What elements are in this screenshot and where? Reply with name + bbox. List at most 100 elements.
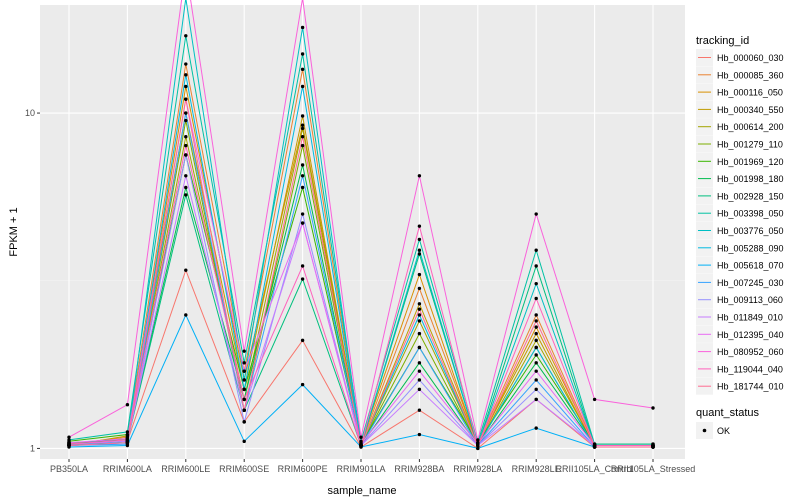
- x-axis: PB350LA RRIM600LA RRIM600LE RRIM600SE RRIM60…: [50, 459, 695, 474]
- x-tick-label: RRIM600LE: [161, 464, 210, 474]
- data-point: [534, 369, 538, 373]
- data-point: [125, 438, 130, 442]
- data-point: [359, 435, 363, 439]
- legend-label: Hb_003776_050: [717, 226, 784, 236]
- data-point: [534, 296, 538, 301]
- x-tick-label: RRIM600PE: [278, 464, 328, 474]
- data-point: [534, 345, 538, 350]
- legend-label: Hb_009113_060: [717, 295, 783, 305]
- data-point: [184, 111, 188, 115]
- data-point: [242, 397, 246, 402]
- data-point: [184, 268, 188, 272]
- data-point: [534, 353, 538, 357]
- legend-label: Hb_001279_110: [717, 140, 783, 150]
- data-point: [300, 264, 305, 268]
- data-point: [417, 345, 422, 350]
- data-point: [359, 443, 363, 448]
- data-point: [417, 307, 422, 311]
- data-point: [125, 403, 130, 407]
- data-point: [67, 443, 71, 448]
- shape-legend-point: [702, 428, 707, 433]
- data-point: [300, 174, 305, 178]
- data-point: [417, 224, 422, 228]
- shape-legend: quant_status OK: [696, 407, 759, 439]
- data-point: [534, 361, 538, 365]
- data-point: [300, 221, 305, 225]
- data-point: [592, 397, 597, 402]
- data-point: [417, 302, 422, 306]
- data-point: [534, 331, 538, 336]
- data-point: [417, 331, 422, 336]
- major-gridlines: [40, 5, 685, 459]
- data-point: [242, 439, 246, 444]
- x-axis-title: sample_name: [327, 485, 396, 497]
- x-tick-label: PB350LA: [50, 464, 88, 474]
- data-point: [300, 338, 305, 343]
- legend-label: Hb_181744_010: [717, 382, 784, 392]
- data-point: [300, 84, 305, 89]
- data-point: [534, 313, 538, 317]
- data-point: [534, 264, 538, 268]
- legend-label: Hb_000116_050: [717, 88, 783, 98]
- data-point: [300, 52, 305, 56]
- y-tick-label: 10: [25, 108, 35, 118]
- legend-label: Hb_000085_360: [717, 70, 784, 80]
- legend-label: Hb_012395_040: [717, 330, 784, 340]
- data-point: [534, 397, 538, 402]
- data-point: [242, 378, 246, 382]
- data-point: [417, 313, 422, 317]
- x-tick-label: RRIM600SE: [219, 464, 269, 474]
- data-point: [300, 135, 305, 139]
- data-point: [417, 378, 422, 382]
- data-point: [534, 212, 538, 216]
- x-tick-label: RRII105LA_Stressed: [611, 464, 696, 474]
- data-point: [300, 143, 305, 148]
- legend-label: Hb_000060_030: [717, 53, 784, 63]
- data-point: [417, 369, 422, 373]
- data-point: [184, 193, 188, 197]
- legend-label: Hb_119044_040: [717, 364, 783, 374]
- data-point: [300, 67, 305, 72]
- data-point: [300, 277, 305, 281]
- x-tick-label: RRII105LA_Control: [556, 464, 634, 474]
- y-tick-label: 1: [30, 443, 35, 453]
- legend-label: Hb_005288_090: [717, 243, 784, 253]
- legend-title: tracking_id: [696, 35, 749, 47]
- data-point: [417, 286, 422, 291]
- data-point: [476, 438, 480, 442]
- data-point: [184, 73, 188, 77]
- data-point: [534, 387, 538, 392]
- legend-label: Hb_007245_030: [717, 278, 784, 288]
- data-point: [300, 212, 305, 216]
- data-point: [184, 174, 188, 178]
- data-point: [300, 114, 305, 118]
- data-point: [184, 84, 188, 89]
- data-point: [125, 441, 130, 445]
- x-tick-label: RRIM901LA: [336, 464, 385, 474]
- x-tick-label: RRIM928BA: [394, 464, 444, 474]
- data-point: [651, 406, 655, 410]
- data-point: [184, 143, 188, 148]
- data-point: [184, 118, 188, 123]
- x-tick-label: RRIM928LA: [453, 464, 502, 474]
- legend-label: Hb_005618_070: [717, 261, 784, 271]
- data-point: [476, 446, 480, 451]
- series-points: [67, 25, 655, 451]
- data-point: [184, 313, 188, 317]
- data-point: [67, 435, 71, 439]
- data-point: [242, 420, 246, 424]
- data-point: [417, 319, 422, 323]
- data-point: [534, 248, 538, 252]
- color-legend: tracking_id Hb_000060_030 Hb_000085_360 Hb…: [696, 35, 784, 395]
- data-point: [184, 135, 188, 139]
- data-point: [417, 237, 422, 242]
- data-point: [67, 438, 71, 442]
- data-point: [184, 34, 188, 38]
- legend-label: Hb_001969_120: [717, 157, 784, 167]
- data-point: [534, 281, 538, 286]
- data-point: [534, 338, 538, 343]
- data-point: [125, 432, 130, 437]
- data-point: [417, 361, 422, 365]
- data-point: [300, 126, 305, 131]
